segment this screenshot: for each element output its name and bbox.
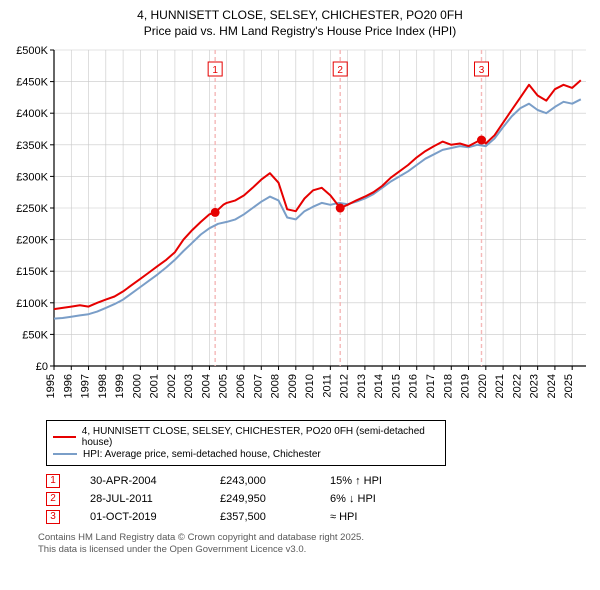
marker-table-row: 1 30-APR-2004 £243,000 15% ↑ HPI: [46, 474, 590, 488]
x-tick-label: 1998: [97, 374, 109, 398]
marker-point: [211, 208, 220, 217]
x-tick-label: 2019: [460, 374, 472, 398]
marker-date: 01-OCT-2019: [90, 511, 190, 523]
y-tick-label: £300K: [16, 171, 48, 183]
x-tick-label: 2016: [408, 374, 420, 398]
legend-label: 4, HUNNISETT CLOSE, SELSEY, CHICHESTER, …: [82, 426, 439, 448]
y-tick-label: £500K: [16, 45, 48, 57]
x-tick-label: 2004: [200, 374, 212, 398]
x-tick-label: 2022: [511, 374, 523, 398]
marker-delta: ≈ HPI: [330, 511, 420, 523]
y-tick-label: £250K: [16, 203, 48, 215]
marker-date: 30-APR-2004: [90, 475, 190, 487]
x-tick-label: 2006: [235, 374, 247, 398]
series-hpi: [54, 99, 581, 318]
line-chart-svg: £0 £50K £100K £150K £200K £250K £300K £350K £400…: [10, 44, 590, 414]
x-tick-label: 2011: [321, 374, 333, 398]
series-price_paid: [54, 80, 581, 309]
x-tick-label: 2005: [218, 374, 230, 398]
marker-price: £249,950: [220, 493, 300, 505]
chart-title-line2: Price paid vs. HM Land Registry's House …: [10, 24, 590, 38]
legend-label: HPI: Average price, semi-detached house,…: [83, 449, 321, 460]
marker-table-badge: 3: [46, 510, 60, 524]
x-tick-label: 2012: [339, 374, 351, 398]
x-tick-label: 2007: [252, 374, 264, 398]
x-tick-label: 2000: [131, 374, 143, 398]
x-tick-label: 2010: [304, 374, 316, 398]
marker-badge-label: 3: [479, 65, 485, 76]
x-tick-label: 1996: [62, 374, 74, 398]
attribution-line1: Contains HM Land Registry data © Crown c…: [38, 532, 590, 544]
marker-table-row: 2 28-JUL-2011 £249,950 6% ↓ HPI: [46, 492, 590, 506]
x-tick-label: 2002: [166, 374, 178, 398]
x-tick-label: 2025: [563, 374, 575, 398]
y-tick-label: £0: [36, 361, 48, 373]
y-tick-label: £200K: [16, 234, 48, 246]
y-tick-label: £150K: [16, 266, 48, 278]
marker-badge-label: 1: [212, 65, 218, 76]
y-tick-label: £350K: [16, 139, 48, 151]
marker-table-badge: 2: [46, 492, 60, 506]
x-tick-label: 2013: [356, 374, 368, 398]
y-tick-label: £50K: [22, 329, 48, 341]
x-tick-label: 2015: [390, 374, 402, 398]
attribution-text: Contains HM Land Registry data © Crown c…: [38, 532, 590, 557]
x-tick-label: 2001: [149, 374, 161, 398]
marker-badge-label: 2: [337, 65, 343, 76]
x-tick-label: 1997: [80, 374, 92, 398]
x-tick-label: 2018: [442, 374, 454, 398]
chart-area: £0 £50K £100K £150K £200K £250K £300K £350K £400…: [10, 44, 590, 414]
marker-point: [477, 135, 486, 144]
marker-price: £243,000: [220, 475, 300, 487]
x-tick-label: 2017: [425, 374, 437, 398]
x-tick-label: 2021: [494, 374, 506, 398]
x-tick-label: 1995: [45, 374, 57, 398]
x-tick-label: 2008: [270, 374, 282, 398]
legend-item: 4, HUNNISETT CLOSE, SELSEY, CHICHESTER, …: [53, 426, 439, 448]
marker-point: [336, 203, 345, 212]
x-tick-label: 2014: [373, 374, 385, 398]
x-tick-label: 2023: [529, 374, 541, 398]
marker-delta: 15% ↑ HPI: [330, 475, 420, 487]
y-tick-label: £100K: [16, 297, 48, 309]
marker-delta: 6% ↓ HPI: [330, 493, 420, 505]
x-tick-label: 2020: [477, 374, 489, 398]
x-tick-label: 2003: [183, 374, 195, 398]
marker-date: 28-JUL-2011: [90, 493, 190, 505]
marker-price: £357,500: [220, 511, 300, 523]
marker-table: 1 30-APR-2004 £243,000 15% ↑ HPI 2 28-JUL-201…: [46, 474, 590, 524]
marker-table-row: 3 01-OCT-2019 £357,500 ≈ HPI: [46, 510, 590, 524]
legend-swatch: [53, 436, 76, 438]
y-tick-label: £450K: [16, 76, 48, 88]
marker-table-badge: 1: [46, 474, 60, 488]
x-tick-label: 2024: [546, 374, 558, 398]
x-tick-label: 2009: [287, 374, 299, 398]
legend-swatch: [53, 453, 77, 455]
x-tick-label: 1999: [114, 374, 126, 398]
chart-title-line1: 4, HUNNISETT CLOSE, SELSEY, CHICHESTER, …: [10, 8, 590, 24]
legend-item: HPI: Average price, semi-detached house,…: [53, 449, 439, 460]
y-tick-label: £400K: [16, 108, 48, 120]
legend-box: 4, HUNNISETT CLOSE, SELSEY, CHICHESTER, …: [46, 420, 446, 466]
attribution-line2: This data is licensed under the Open Gov…: [38, 544, 590, 556]
